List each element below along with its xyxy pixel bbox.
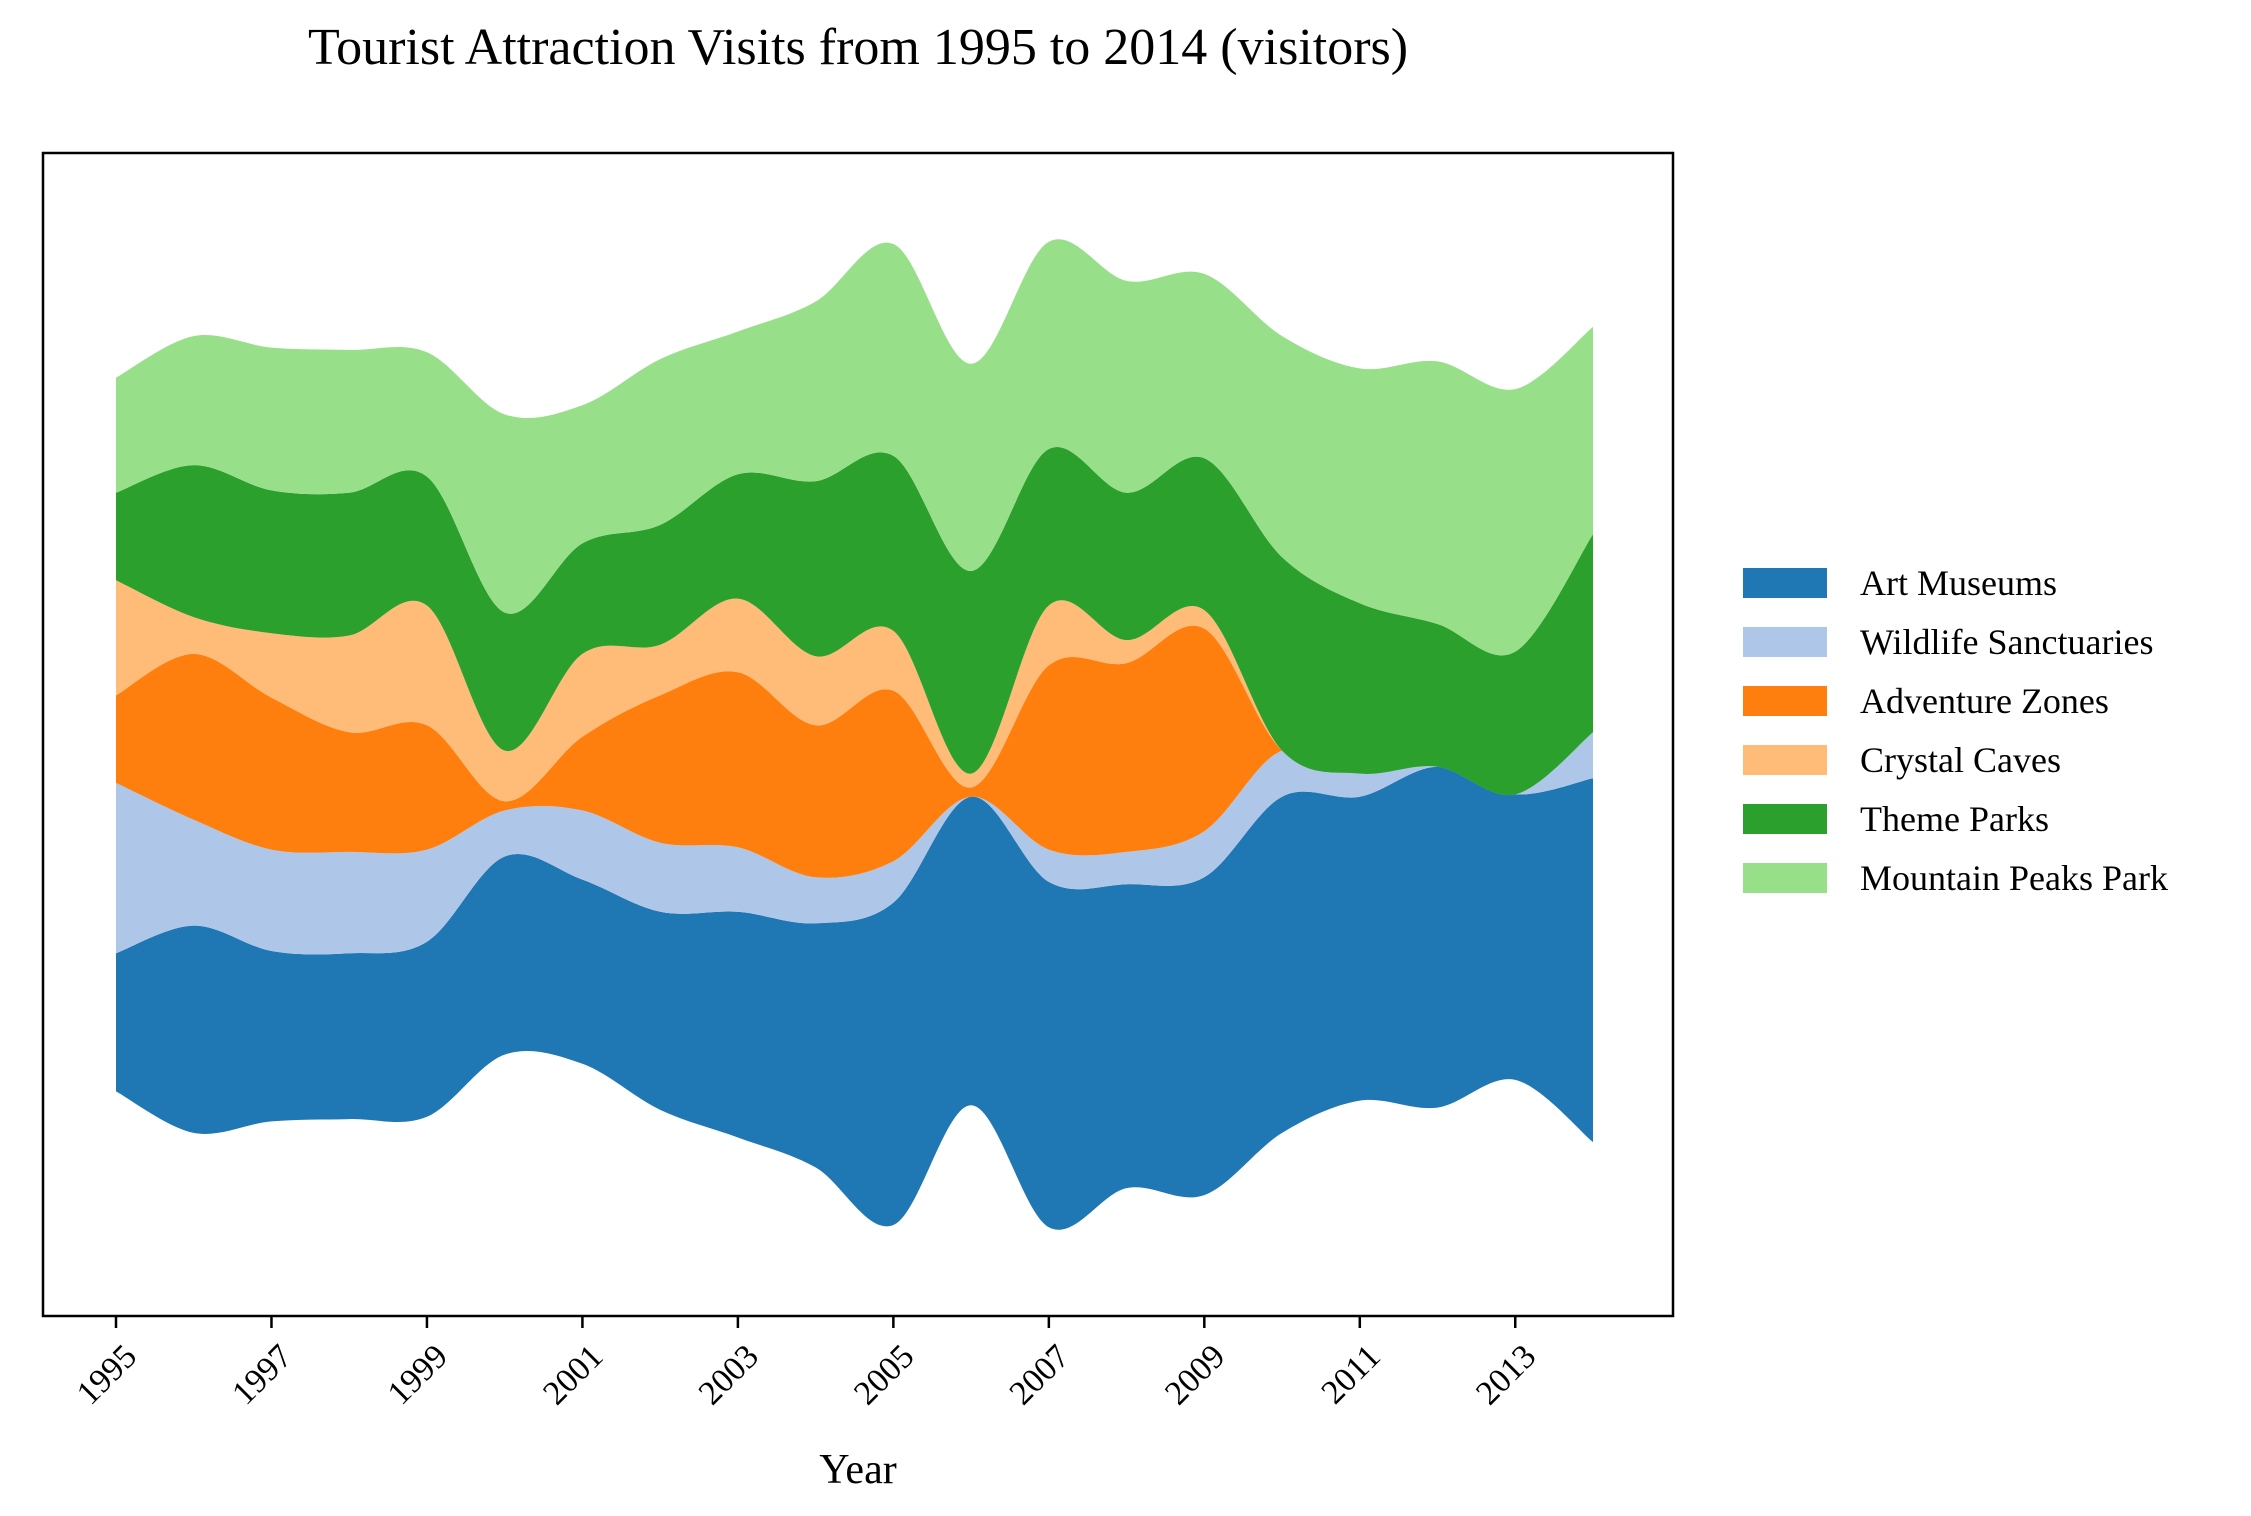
x-tick-label: 2013: [1469, 1338, 1543, 1412]
legend-label: Adventure Zones: [1860, 681, 2109, 721]
x-tick-label: 1999: [381, 1338, 455, 1412]
chart-title: Tourist Attraction Visits from 1995 to 2…: [307, 19, 1409, 76]
legend: Art Museums Wildlife Sanctuaries Adventure…: [1743, 563, 2168, 898]
stream-layer-adventure-zones: [116, 625, 1593, 878]
legend-swatch: [1743, 627, 1827, 657]
legend-label: Mountain Peaks Park: [1860, 858, 2168, 898]
x-tick-label: 1997: [225, 1338, 299, 1412]
x-axis-title: Year: [819, 1447, 896, 1493]
x-axis-ticks: 1995 1997 1999 2001 2003 2005 2007 2009 2011 2013: [70, 1316, 1543, 1412]
plot-frame: [41, 151, 1675, 1318]
stream-layers: [116, 239, 1593, 1230]
stream-layer-crystal-caves: [116, 580, 1593, 802]
legend-swatch: [1743, 686, 1827, 716]
legend-label: Art Museums: [1860, 563, 2057, 603]
x-tick-label: 2001: [536, 1338, 610, 1412]
x-tick-label: 1995: [70, 1338, 144, 1412]
legend-label: Crystal Caves: [1860, 740, 2061, 780]
legend-label: Theme Parks: [1860, 799, 2049, 839]
legend-swatch: [1743, 863, 1827, 893]
stream-layer-mountain-peaks-park: [116, 239, 1593, 656]
stream-layer-theme-parks: [116, 446, 1593, 796]
legend-label: Wildlife Sanctuaries: [1860, 622, 2153, 662]
x-tick-label: 2003: [692, 1338, 766, 1412]
x-tick-label: 2005: [847, 1338, 921, 1412]
legend-swatch: [1743, 568, 1827, 598]
stream-layer-art-museums: [116, 766, 1593, 1230]
stream-layer-wildlife-sanctuaries: [116, 732, 1593, 955]
legend-swatch: [1743, 745, 1827, 775]
x-tick-label: 2009: [1158, 1338, 1232, 1412]
x-tick-label: 2011: [1314, 1338, 1387, 1411]
x-tick-label: 2007: [1003, 1338, 1077, 1412]
legend-swatch: [1743, 804, 1827, 834]
